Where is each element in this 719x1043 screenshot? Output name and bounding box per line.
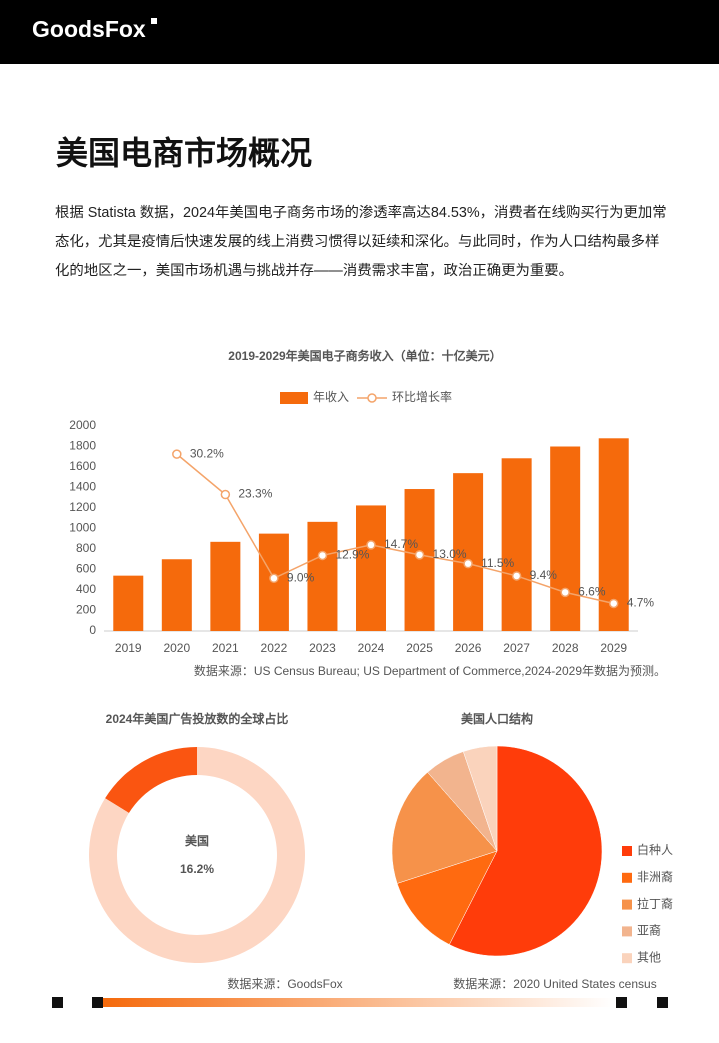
- pie-slice: [448, 745, 603, 957]
- line-point: [463, 558, 473, 569]
- source-note: 数据来源：US Census Bureau; US Department of …: [194, 663, 666, 678]
- y-tick-label: 1000: [69, 521, 96, 535]
- x-tick-label: 2023: [309, 641, 336, 655]
- chart-title: 2024年美国广告投放数的全球占比: [106, 711, 289, 726]
- line-point: [366, 540, 376, 550]
- legend-label: 亚裔: [637, 923, 661, 938]
- logo-dot: [151, 18, 157, 24]
- center-value: 16.2%: [180, 862, 214, 876]
- y-tick-label: 1200: [69, 500, 96, 514]
- x-tick-label: 2024: [358, 641, 385, 655]
- bar: [404, 489, 435, 631]
- y-tick-label: 200: [76, 603, 96, 617]
- footer-square: [616, 997, 627, 1008]
- bar: [210, 541, 241, 631]
- data-label: 11.5%: [481, 556, 514, 570]
- x-tick-label: 2029: [600, 641, 627, 655]
- line: [176, 453, 614, 605]
- chart-title: 美国人口结构: [461, 711, 533, 726]
- header-bar: GoodsFox: [0, 0, 719, 64]
- y-tick-label: 600: [76, 562, 96, 576]
- bar: [501, 458, 532, 631]
- line-point: [317, 550, 328, 561]
- pie-slice: [462, 745, 498, 852]
- y-tick-label: 0: [89, 623, 96, 637]
- footer-square: [92, 997, 103, 1008]
- legend-swatch: [622, 899, 632, 910]
- x-tick-label: 2019: [115, 641, 142, 655]
- data-label: 30.2%: [190, 446, 224, 460]
- data-label: 4.7%: [627, 596, 655, 610]
- legend-swatch: [622, 926, 632, 937]
- center-label: 美国: [185, 833, 209, 848]
- data-label: 13.0%: [433, 547, 467, 561]
- x-tick-label: 2022: [261, 641, 288, 655]
- x-tick-label: 2021: [212, 641, 239, 655]
- y-tick-label: 1800: [69, 439, 96, 453]
- data-label: 6.6%: [578, 585, 606, 599]
- data-label: 9.0%: [287, 570, 315, 584]
- y-tick-label: 800: [76, 541, 96, 555]
- line-point: [220, 489, 231, 500]
- pie-slice: [391, 771, 498, 884]
- x-tick-label: 2026: [455, 641, 482, 655]
- footer-bar: [103, 998, 613, 1007]
- data-label: 9.4%: [530, 568, 558, 582]
- line-point: [511, 571, 522, 581]
- legend-swatch: [367, 393, 377, 403]
- line-point: [172, 449, 182, 459]
- y-tick-label: 400: [76, 582, 96, 596]
- bar: [453, 473, 484, 631]
- source-note: 数据来源：2020 United States census: [453, 976, 656, 991]
- legend-label: 非洲裔: [637, 869, 673, 884]
- y-tick-label: 1600: [69, 459, 96, 473]
- legend-swatch: [622, 872, 632, 883]
- donut-slice: [105, 747, 197, 813]
- y-tick-label: 1400: [69, 480, 96, 494]
- legend-swatch: [622, 953, 632, 964]
- bar: [113, 575, 144, 631]
- line-point: [269, 573, 279, 584]
- pie-slice: [396, 850, 498, 945]
- logo: GoodsFox: [32, 16, 146, 42]
- line-point: [608, 598, 619, 609]
- line-point: [414, 550, 425, 560]
- legend-label: 白种人: [637, 842, 673, 857]
- data-label: 12.9%: [335, 548, 369, 562]
- bar: [550, 446, 581, 631]
- x-tick-label: 2020: [163, 641, 190, 655]
- legend-label: 其他: [637, 950, 661, 964]
- footer-square: [52, 997, 63, 1008]
- legend-swatch: [280, 392, 308, 404]
- intro-paragraph: 根据 Statista 数据，2024年美国电子商务市场的渗透率高达84.53%…: [55, 205, 667, 279]
- x-tick-label: 2028: [552, 641, 579, 655]
- y-tick-label: 2000: [69, 418, 96, 432]
- data-label: 23.3%: [238, 487, 272, 501]
- bar: [161, 559, 192, 631]
- footer-square: [657, 997, 668, 1008]
- bar: [307, 521, 338, 631]
- line-point: [560, 587, 570, 598]
- page-title: 美国电商市场概况: [56, 135, 313, 171]
- x-tick-label: 2027: [503, 641, 530, 655]
- legend-swatch: [622, 846, 632, 856]
- bar: [356, 505, 386, 631]
- legend-label: 年收入: [313, 390, 349, 404]
- legend-label: 环比增长率: [392, 389, 452, 404]
- chart-title: 2019-2029年美国电子商务收入（单位：十亿美元）: [228, 348, 501, 363]
- legend-label: 拉丁裔: [637, 896, 673, 911]
- x-tick-label: 2025: [406, 641, 433, 655]
- source-note: 数据来源：GoodsFox: [227, 976, 342, 991]
- data-label: 14.7%: [384, 537, 418, 551]
